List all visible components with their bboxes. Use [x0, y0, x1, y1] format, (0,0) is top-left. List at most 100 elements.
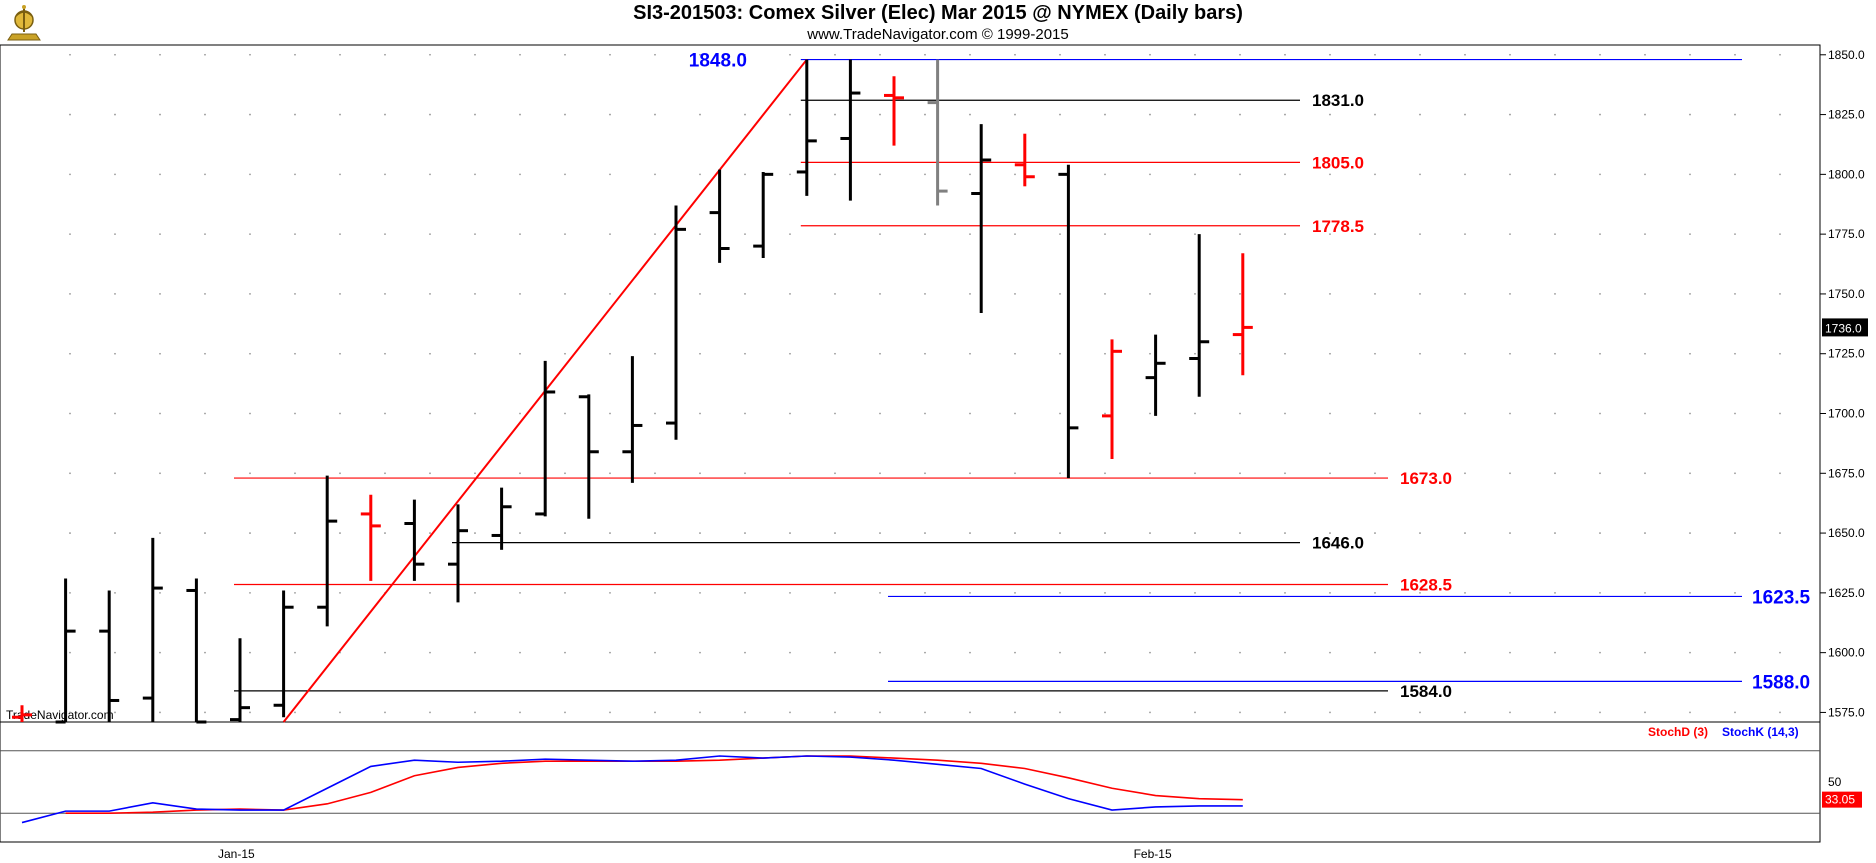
- grid-dot: [1779, 591, 1781, 594]
- grid-dot: [339, 173, 341, 176]
- grid-dot: [114, 293, 116, 295]
- grid-dot: [789, 352, 791, 355]
- grid-dot: [1329, 233, 1331, 236]
- grid-dot: [1779, 532, 1781, 534]
- grid-dot: [69, 711, 71, 714]
- grid-dot: [1239, 412, 1241, 415]
- grid-dot: [1239, 532, 1241, 534]
- grid-dot: [159, 113, 161, 116]
- grid-dot: [1419, 352, 1421, 355]
- grid-dot: [1104, 352, 1106, 355]
- grid-dot: [1419, 711, 1421, 714]
- grid-dot: [699, 233, 701, 236]
- grid-dot: [519, 532, 521, 534]
- grid-dot: [294, 711, 296, 714]
- grid-dot: [969, 591, 971, 594]
- grid-dot: [834, 113, 836, 116]
- grid-dot: [159, 173, 161, 176]
- grid-dot: [1554, 472, 1556, 475]
- grid-dot: [654, 711, 656, 714]
- y-tick-label: 1750.0: [1828, 287, 1865, 301]
- grid-dot: [969, 233, 971, 236]
- grid-dot: [834, 352, 836, 355]
- grid-dot: [1284, 651, 1286, 654]
- grid-dot: [609, 113, 611, 116]
- grid-dot: [1329, 532, 1331, 534]
- grid-dot: [1014, 352, 1016, 355]
- grid-dot: [879, 532, 881, 534]
- grid-dot: [1374, 352, 1376, 355]
- grid-dot: [1779, 412, 1781, 415]
- grid-dot: [609, 591, 611, 594]
- grid-dot: [744, 591, 746, 594]
- grid-dot: [249, 53, 251, 56]
- y-tick-label: 1850.0: [1828, 48, 1865, 62]
- grid-dot: [969, 532, 971, 534]
- y-tick-label: 1800.0: [1828, 167, 1865, 181]
- logo-icon: [7, 5, 41, 41]
- grid-dot: [1599, 173, 1601, 176]
- grid-dot: [1059, 113, 1061, 116]
- grid-dot: [1734, 711, 1736, 714]
- grid-dot: [1374, 472, 1376, 475]
- grid-dot: [294, 352, 296, 355]
- grid-dot: [69, 293, 71, 295]
- grid-dot: [969, 113, 971, 116]
- grid-dot: [924, 591, 926, 594]
- grid-dot: [1464, 472, 1466, 475]
- grid-dot: [1554, 352, 1556, 355]
- grid-dot: [834, 711, 836, 714]
- grid-dot: [519, 711, 521, 714]
- grid-dot: [1104, 591, 1106, 594]
- grid-dot: [1284, 532, 1286, 534]
- chart-subtitle: www.TradeNavigator.com © 1999-2015: [807, 26, 1069, 43]
- grid-dot: [429, 651, 431, 654]
- grid-dot: [294, 472, 296, 475]
- grid-dot: [249, 711, 251, 714]
- grid-dot: [1329, 711, 1331, 714]
- grid-dot: [474, 591, 476, 594]
- grid-dot: [924, 651, 926, 654]
- grid-dot: [564, 293, 566, 295]
- grid-dot: [474, 651, 476, 654]
- grid-dot: [1239, 711, 1241, 714]
- grid-dot: [249, 412, 251, 415]
- grid-dot: [1329, 53, 1331, 56]
- grid-dot: [834, 651, 836, 654]
- grid-dot: [1374, 532, 1376, 534]
- grid-dot: [1644, 352, 1646, 355]
- grid-dot: [654, 472, 656, 475]
- grid-dot: [1284, 293, 1286, 295]
- grid-dot: [564, 472, 566, 475]
- grid-dot: [564, 233, 566, 236]
- grid-dot: [1599, 591, 1601, 594]
- grid-dot: [1644, 412, 1646, 415]
- grid-dot: [519, 412, 521, 415]
- grid-dot: [609, 293, 611, 295]
- grid-dot: [1014, 113, 1016, 116]
- grid-dot: [519, 651, 521, 654]
- level-label-1584.0: 1584.0: [1400, 682, 1452, 701]
- grid-dot: [1554, 711, 1556, 714]
- grid-dot: [1779, 173, 1781, 176]
- level-label-1848.0: 1848.0: [689, 51, 747, 72]
- grid-dot: [249, 113, 251, 116]
- grid-dot: [1329, 412, 1331, 415]
- grid-dot: [834, 591, 836, 594]
- grid-dot: [1779, 651, 1781, 654]
- grid-dot: [924, 113, 926, 116]
- grid-dot: [789, 651, 791, 654]
- grid-dot: [1239, 651, 1241, 654]
- grid-dot: [1239, 472, 1241, 475]
- grid-dot: [789, 591, 791, 594]
- grid-dot: [1149, 472, 1151, 475]
- grid-dot: [429, 591, 431, 594]
- grid-dot: [1734, 352, 1736, 355]
- grid-dot: [1329, 591, 1331, 594]
- grid-dot: [474, 472, 476, 475]
- grid-dot: [609, 711, 611, 714]
- last-price-tag: [1822, 318, 1868, 337]
- grid-dot: [204, 412, 206, 415]
- grid-dot: [1689, 591, 1691, 594]
